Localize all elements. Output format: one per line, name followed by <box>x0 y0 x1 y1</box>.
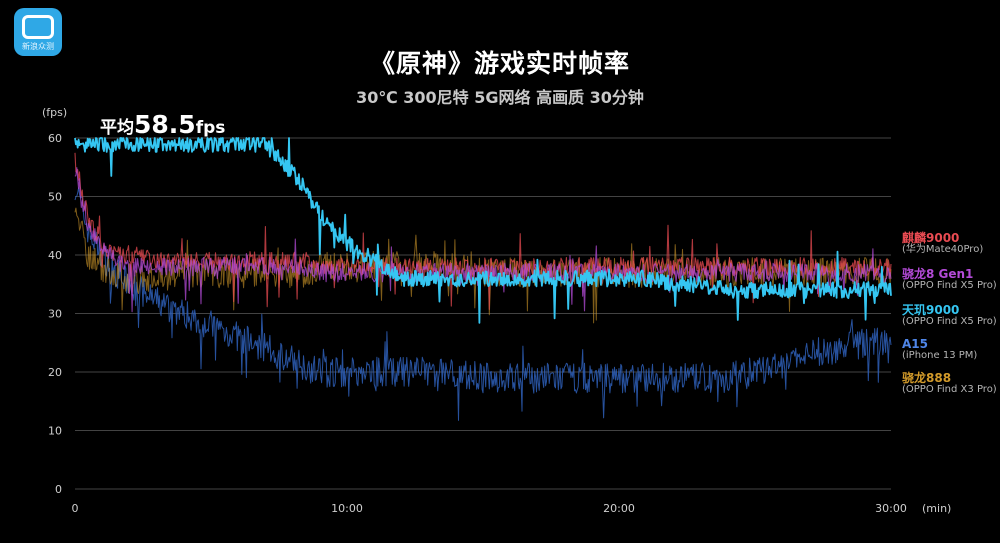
legend-sd8g1: 骁龙8 Gen1 (OPPO Find X5 Pro) <box>902 268 997 292</box>
chart-subtitle: 30℃ 300尼特 5G网络 高画质 30分钟 <box>356 88 644 107</box>
x-tick-1: 10:00 <box>331 502 363 515</box>
average-unit: fps <box>195 118 226 138</box>
x-tick-3: 30:00 <box>875 502 907 515</box>
legend-d9000: 天玑9000 (OPPO Find X5 Pro) <box>902 304 997 328</box>
legend-sd888: 骁龙888 (OPPO Find X3 Pro) <box>902 372 997 396</box>
x-tick-0: 0 <box>72 502 79 515</box>
legend-a15-device: (iPhone 13 PM) <box>902 350 978 361</box>
y-tick-10: 10 <box>48 425 62 438</box>
y-tick-60: 60 <box>48 132 62 145</box>
site-logo: 新浪众测 <box>14 8 62 56</box>
average-annotation: 平均58.5fps <box>100 110 225 139</box>
series-line-sd8g1 <box>74 167 892 313</box>
legend-d9000-device: (OPPO Find X5 Pro) <box>902 316 997 327</box>
y-axis-label: (fps) <box>42 106 67 119</box>
legend-d9000-name: 天玑9000 <box>902 303 960 317</box>
series-line-a15 <box>74 187 892 421</box>
legend-kirin-device: (华为Mate40Pro) <box>902 244 984 255</box>
legend-sd8g1-device: (OPPO Find X5 Pro) <box>902 280 997 291</box>
x-axis-label: (min) <box>922 502 951 515</box>
legend-a15: A15 (iPhone 13 PM) <box>902 338 977 362</box>
y-tick-50: 50 <box>48 191 62 204</box>
legend-kirin: 麒麟9000 (华为Mate40Pro) <box>902 232 983 256</box>
x-tick-2: 20:00 <box>603 502 635 515</box>
chart-title: 《原神》游戏实时帧率 <box>369 49 630 78</box>
logo-text: 新浪众测 <box>22 42 54 51</box>
logo-icon <box>22 15 54 39</box>
legend-sd888-name: 骁龙888 <box>902 371 952 385</box>
legend-sd888-device: (OPPO Find X3 Pro) <box>902 384 997 395</box>
y-tick-40: 40 <box>48 249 62 262</box>
legend-kirin-name: 麒麟9000 <box>902 231 960 245</box>
y-tick-20: 20 <box>48 366 62 379</box>
series-line-d9000 <box>74 137 892 324</box>
legend-a15-name: A15 <box>902 337 928 351</box>
average-prefix: 平均 <box>100 118 134 138</box>
legend-sd8g1-name: 骁龙8 Gen1 <box>902 267 974 281</box>
y-tick-30: 30 <box>48 308 62 321</box>
series-line-kirin <box>74 152 892 310</box>
y-tick-0: 0 <box>55 483 62 496</box>
average-value: 58.5 <box>134 110 196 139</box>
